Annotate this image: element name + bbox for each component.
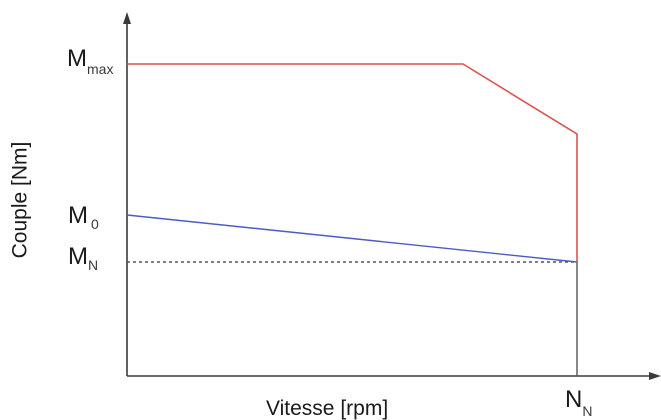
mmax-label-main: M (67, 45, 87, 72)
m0-label-main: M (68, 202, 88, 229)
y-axis-arrow (123, 12, 131, 24)
m0-label-sub: 0 (91, 216, 99, 232)
y-axis-title: Couple [Nm] (8, 141, 32, 259)
max-torque-curve (127, 63, 578, 262)
mmax-label: Mmax (67, 45, 113, 77)
mmax-label-sub: max (87, 61, 114, 77)
mn-label-sub: N (88, 257, 99, 273)
x-axis-arrow (649, 372, 661, 380)
m0-curve (126, 214, 578, 263)
x-axis-title: Vitesse [rpm] (266, 397, 389, 420)
nn-label: NN (565, 386, 592, 419)
nn-label-sub: N (582, 403, 593, 419)
mn-label-main: M (68, 243, 88, 270)
mn-label: MN (68, 243, 98, 273)
nn-label-main: N (565, 386, 583, 413)
